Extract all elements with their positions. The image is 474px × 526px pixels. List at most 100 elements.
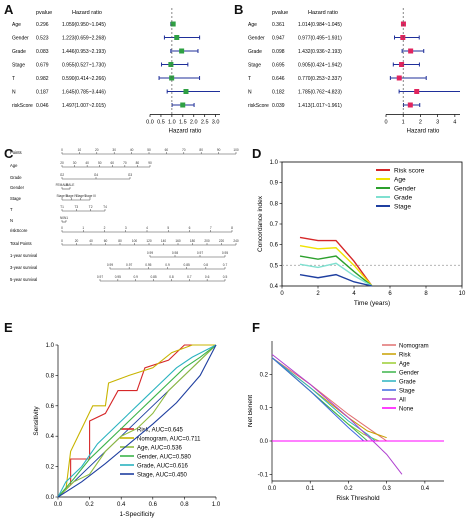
legend-label: Nomogram: [399, 344, 429, 350]
surv5-tick-label: 0.5: [223, 275, 228, 279]
plot-frame: [281, 161, 463, 287]
n-tick-label: N1: [64, 216, 68, 220]
riskscore-tick-label: 8: [231, 226, 233, 230]
row-pvalue: 0.083: [36, 49, 49, 55]
nomogram-row-label: 5-year survival: [10, 277, 37, 282]
row-hr-text: 1.645(0.785~3.446): [62, 90, 106, 96]
x-tick-label: 0.0: [54, 502, 63, 508]
total-points-tick-label: 80: [118, 239, 122, 243]
y-tick-label: 0.2: [260, 372, 269, 378]
t-tick-label: T1: [60, 205, 64, 209]
nomogram-row-label: Age: [10, 163, 18, 168]
pvalue-header: pvalue: [36, 10, 52, 16]
stage-tick-label: Stage II: [57, 194, 68, 198]
grade-tick-label: G4: [94, 173, 98, 177]
points-tick-label: 100: [233, 148, 239, 152]
total-points-tick-label: 180: [190, 239, 196, 243]
nomogram-row-label: Grade: [10, 175, 22, 180]
row-label: Gender: [12, 36, 29, 42]
total-points-tick-label: 140: [161, 239, 167, 243]
row-hr-text: 1.432(0.936~2.193): [298, 49, 342, 55]
points-tick-label: 0: [61, 148, 63, 152]
row-hr-text: 0.590(0.414~2.266): [62, 76, 106, 82]
x-axis-label: 1-Specificity: [119, 511, 155, 518]
x-tick-label: 0.0: [146, 120, 154, 126]
x-tick-label: 0: [280, 291, 284, 297]
surv5-tick-label: 0.97: [97, 275, 103, 279]
legend-label: None: [399, 407, 414, 413]
legend-label: Gender: [399, 371, 419, 377]
riskscore-tick-label: 6: [189, 226, 191, 230]
row-pvalue: 0.646: [272, 76, 285, 82]
surv3-tick-label: 0.7: [223, 263, 228, 267]
legend-label: Stage, AUC=0.450: [137, 473, 188, 479]
series-line: [299, 273, 373, 287]
surv3-tick-label: 0.85: [184, 263, 190, 267]
row-hr-text: 0.977(0.495~1.931): [298, 36, 342, 42]
y-tick-label: 0.9: [270, 181, 279, 187]
surv1-tick-label: 0.95: [222, 251, 228, 255]
row-label: N: [248, 90, 252, 96]
hr-point: [183, 89, 189, 94]
y-tick-label: 0.2: [46, 465, 55, 471]
surv5-tick-label: 0.6: [205, 275, 210, 279]
age-tick-label: 50: [98, 161, 102, 165]
legend-label: Age: [399, 362, 410, 368]
hr-point: [168, 62, 174, 67]
x-tick-label: 0.4: [421, 486, 430, 492]
x-tick-label: 0.1: [306, 486, 315, 492]
nomogram-row-label: Total Points: [10, 241, 32, 246]
grade-tick-label: G2: [60, 173, 64, 177]
forest-plot-a: pvalue Hazard ratio Age 0.296 1.059(0.950~1.…: [12, 8, 220, 135]
x-axis-label: Hazard ratio: [407, 129, 440, 135]
row-label: Gender: [248, 36, 265, 42]
total-points-tick-label: 100: [132, 239, 138, 243]
surv1-tick-label: 0.99: [147, 251, 153, 255]
roc-curve: [57, 344, 217, 498]
legend-label: Risk, AUC=0.645: [137, 428, 184, 434]
t-tick-label: T3: [74, 205, 78, 209]
hr-point: [400, 35, 406, 40]
riskscore-tick-label: 5: [167, 226, 169, 230]
legend-label: Grade: [394, 195, 412, 202]
row-label: Grade: [12, 49, 26, 55]
row-label: Age: [248, 22, 257, 28]
y-tick-label: 0.0: [260, 439, 269, 445]
surv5-tick-label: 0.7: [187, 275, 192, 279]
surv3-tick-label: 0.9: [165, 263, 170, 267]
row-label: T: [12, 76, 15, 82]
panel-label-d: D: [252, 146, 262, 161]
x-tick-label: 6: [388, 291, 392, 297]
surv5-tick-label: 0.8: [169, 275, 174, 279]
row-hr-text: 1.223(0.659~2.268): [62, 36, 106, 42]
hr-point: [174, 35, 180, 40]
legend-label: Grade: [399, 380, 416, 386]
n-tick-label: N0: [60, 216, 64, 220]
hr-point: [408, 48, 414, 54]
hr-point: [407, 102, 413, 108]
riskscore-tick-label: 4: [146, 226, 148, 230]
riskscore-tick-label: 1: [82, 226, 84, 230]
y-axis-label: Net Benefit: [248, 395, 254, 427]
legend-label: Stage: [399, 389, 415, 395]
row-hr-text: 1.413(1.017~1.961): [298, 103, 342, 109]
x-tick-label: 1: [402, 120, 405, 126]
roc-chart: 0.0 0.2 0.4 0.6 0.8 1.0 0.0 0.2 0.4 0.6 0.8 1.0 1-Sp…: [33, 343, 221, 518]
row-hr-text: 1.446(0.953~2.193): [62, 49, 106, 55]
t-tick-label: T4: [103, 205, 107, 209]
y-tick-label: 1.0: [46, 343, 55, 349]
x-tick-label: 0.8: [180, 502, 189, 508]
x-tick-label: 0.2: [85, 502, 94, 508]
x-tick-label: 1.5: [179, 120, 187, 126]
nomogram-row-label: Points: [10, 150, 22, 155]
x-axis-label: Time (years): [354, 300, 390, 307]
points-tick-label: 60: [165, 148, 169, 152]
grade-tick-label: G3: [128, 173, 132, 177]
points-tick-label: 90: [217, 148, 221, 152]
y-tick-label: 0.7: [270, 222, 279, 228]
nomogram-row-label: T: [10, 207, 13, 212]
y-axis-label: Sensitivity: [33, 406, 40, 436]
total-points-tick-label: 120: [146, 239, 152, 243]
points-tick-label: 30: [112, 148, 116, 152]
row-label: Grade: [248, 49, 262, 55]
